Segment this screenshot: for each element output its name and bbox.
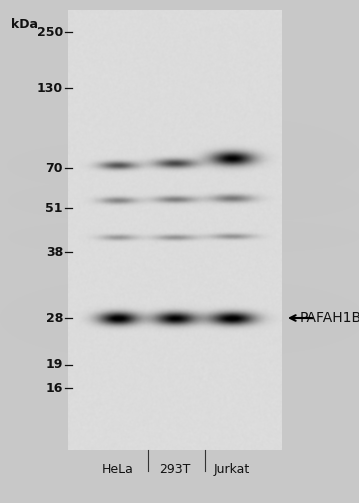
Text: kDa: kDa <box>11 18 38 31</box>
Text: PAFAH1B3: PAFAH1B3 <box>300 311 359 325</box>
Text: 130: 130 <box>37 81 63 95</box>
Text: 16: 16 <box>46 381 63 394</box>
Text: 28: 28 <box>46 311 63 324</box>
Text: Jurkat: Jurkat <box>214 463 250 476</box>
Text: 293T: 293T <box>159 463 191 476</box>
Text: 250: 250 <box>37 26 63 39</box>
Text: 38: 38 <box>46 245 63 259</box>
Text: 70: 70 <box>46 161 63 175</box>
Text: 19: 19 <box>46 359 63 372</box>
Text: HeLa: HeLa <box>102 463 134 476</box>
Text: 51: 51 <box>46 202 63 214</box>
